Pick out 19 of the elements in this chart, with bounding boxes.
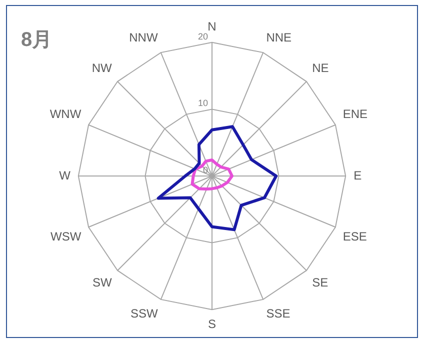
spoke-label: NNW xyxy=(129,30,158,44)
spoke-label: NNE xyxy=(266,30,292,44)
spoke-label: SW xyxy=(92,276,113,290)
y-tick-label: 20 xyxy=(198,31,208,42)
spoke-label: E xyxy=(354,168,362,182)
spoke-label: SSE xyxy=(266,306,290,320)
spoke-label: ESE xyxy=(342,230,367,244)
spoke-label: N xyxy=(208,20,216,34)
spoke-label: S xyxy=(208,317,216,332)
spoke-label: NE xyxy=(312,60,329,75)
spoke-label: WSW xyxy=(50,230,82,244)
spoke-label: ENE xyxy=(342,106,368,121)
y-tick-label: 10 xyxy=(198,98,208,108)
spoke-label: W xyxy=(59,168,72,182)
spoke-label: WNW xyxy=(50,106,82,121)
chart-title: 8月 xyxy=(21,28,52,53)
spoke-label: SE xyxy=(312,276,328,290)
spoke-label: NW xyxy=(92,60,113,75)
spoke-label: SSW xyxy=(130,306,158,320)
